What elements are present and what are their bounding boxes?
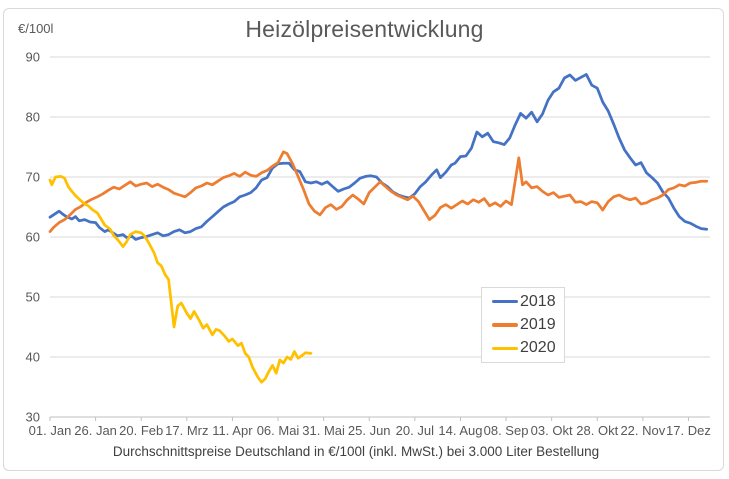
svg-text:40: 40 xyxy=(26,350,40,365)
gridlines xyxy=(50,56,710,418)
svg-text:28. Okt: 28. Okt xyxy=(576,423,618,438)
legend-swatch-2019 xyxy=(492,323,518,327)
legend-label-2018: 2018 xyxy=(520,292,556,310)
series-line-2019 xyxy=(48,150,709,233)
svg-text:17. Dez: 17. Dez xyxy=(666,423,711,438)
legend: 2018 2019 2020 xyxy=(481,287,565,363)
y-axis: 90 80 70 60 50 40 30 xyxy=(26,50,40,425)
svg-text:11. Apr: 11. Apr xyxy=(212,423,253,438)
svg-text:50: 50 xyxy=(26,290,40,305)
svg-text:70: 70 xyxy=(26,170,40,185)
legend-label-2020: 2020 xyxy=(520,339,556,357)
svg-text:60: 60 xyxy=(26,230,40,245)
chart-title: Heizölpreisentwicklung xyxy=(245,16,484,42)
svg-text:20. Feb: 20. Feb xyxy=(119,423,163,438)
svg-text:80: 80 xyxy=(26,110,40,125)
series-line-2020 xyxy=(48,175,313,384)
svg-text:31. Mai: 31. Mai xyxy=(302,423,345,438)
svg-text:17. Mrz: 17. Mrz xyxy=(165,423,208,438)
chart-caption: Durchschnittspreise Deutschland in €/100… xyxy=(112,444,600,459)
svg-text:20. Jul: 20. Jul xyxy=(396,423,434,438)
svg-text:14. Aug: 14. Aug xyxy=(438,423,482,438)
svg-text:30: 30 xyxy=(26,410,40,425)
legend-label-2019: 2019 xyxy=(520,315,556,333)
svg-text:03. Okt: 03. Okt xyxy=(531,423,573,438)
legend-swatch-2018 xyxy=(492,299,518,304)
legend-entry-2018: 2018 xyxy=(492,293,564,311)
x-axis: 01. Jan 26. Jan 20. Feb 17. Mrz 11. Apr 06. M… xyxy=(29,417,711,438)
svg-text:01. Jan: 01. Jan xyxy=(29,423,72,438)
legend-swatch-2020 xyxy=(492,346,518,351)
series-line-2018 xyxy=(48,73,709,241)
y-axis-unit-label: €/100l xyxy=(18,21,54,36)
svg-text:25. Jun: 25. Jun xyxy=(348,423,391,438)
svg-text:90: 90 xyxy=(26,50,40,65)
svg-text:06. Mai: 06. Mai xyxy=(257,423,300,438)
legend-entry-2019: 2019 xyxy=(492,316,564,334)
svg-text:08. Sep: 08. Sep xyxy=(484,423,529,438)
chart-frame xyxy=(3,8,724,471)
svg-text:26. Jan: 26. Jan xyxy=(74,423,117,438)
svg-text:22. Nov: 22. Nov xyxy=(620,423,665,438)
legend-entry-2020: 2020 xyxy=(492,339,564,357)
